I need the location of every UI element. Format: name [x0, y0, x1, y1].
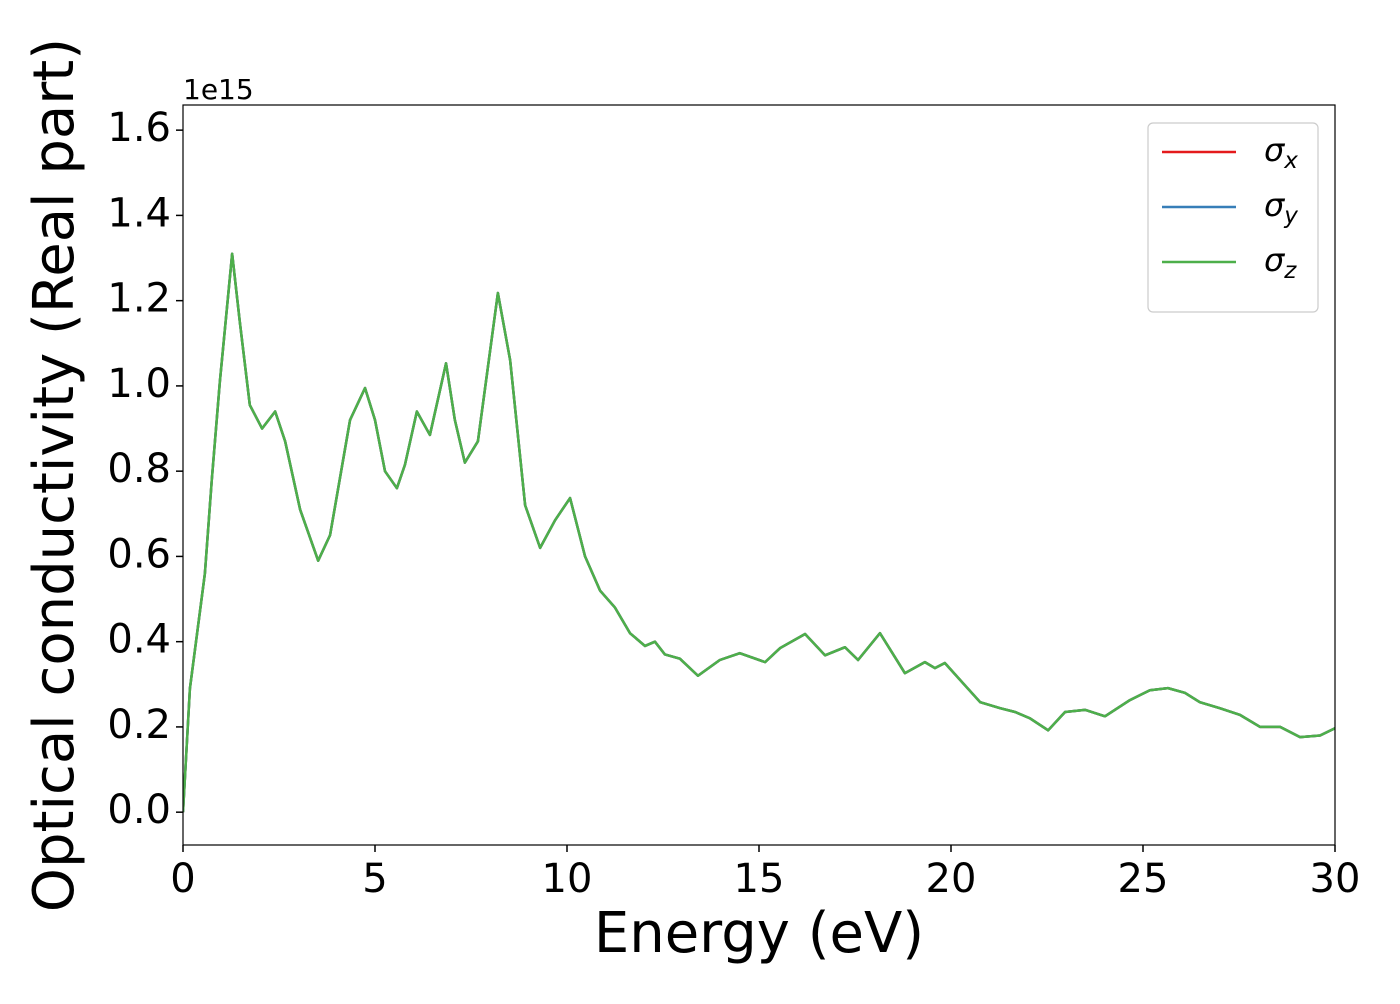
offset-text: 1e15 [183, 73, 254, 106]
y-tick-label: 0.8 [107, 446, 171, 492]
legend-box [1147, 122, 1319, 313]
y-tick-label: 1.6 [107, 105, 171, 151]
y-tick-label: 0.6 [107, 531, 171, 577]
legend-label: σy [1264, 186, 1298, 229]
x-tick-label: 0 [170, 856, 195, 902]
plot-frame [182, 104, 1336, 846]
y-tick-label: 1.4 [107, 190, 171, 236]
x-tick-label: 15 [734, 856, 785, 902]
x-axis-label: Energy (eV) [594, 901, 924, 966]
series-line [183, 252, 1335, 813]
y-tick-label: 1.2 [107, 276, 171, 322]
y-tick-label: 0.4 [107, 617, 171, 663]
y-axis-label: Optical conductivity (Real part) [22, 38, 87, 912]
legend-label: σx [1264, 131, 1298, 174]
x-tick-label: 30 [1310, 856, 1361, 902]
y-tick-label: 0.0 [107, 787, 171, 833]
x-tick-label: 25 [1118, 856, 1169, 902]
legend-label: σz [1264, 241, 1297, 284]
y-tick-label: 0.2 [107, 702, 171, 748]
x-tick-label: 5 [362, 856, 387, 902]
x-tick-label: 20 [926, 856, 977, 902]
x-tick-label: 10 [542, 856, 593, 902]
y-tick-label: 1.0 [107, 361, 171, 407]
